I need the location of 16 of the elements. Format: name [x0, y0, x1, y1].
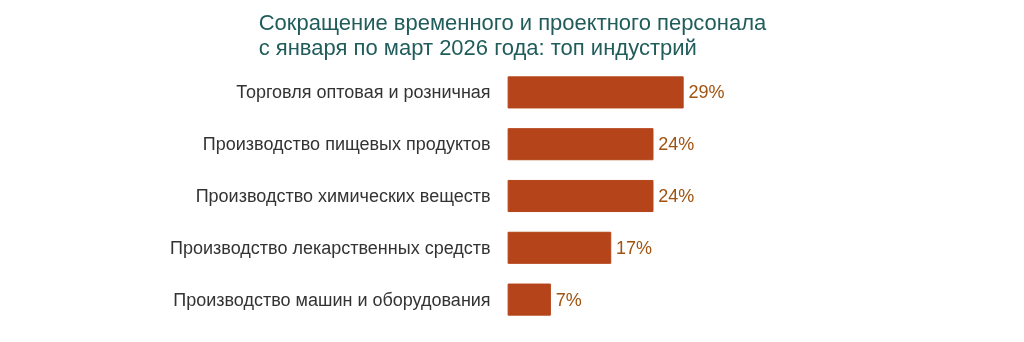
- data-label: 29%: [688, 82, 725, 103]
- bar: [507, 76, 684, 109]
- data-label: 17%: [615, 237, 653, 258]
- chart-title: Сокращение временного и проектного персонала с января по март 2026 года: топ индустрий: [258, 9, 768, 60]
- y-tick-label: Торговля оптовая и розничная: [236, 82, 491, 103]
- bar: [507, 179, 654, 213]
- y-tick-label: Производство лекарственных средств: [170, 237, 491, 258]
- data-label: 7%: [555, 289, 582, 310]
- y-tick-label: Производство химических веществ: [195, 186, 491, 206]
- bar: [507, 283, 551, 316]
- bar: [507, 231, 612, 264]
- data-label: 24%: [658, 134, 695, 155]
- bar: [507, 128, 654, 161]
- data-label: 24%: [658, 186, 695, 206]
- y-tick-label: Производство машин и оборудования: [173, 289, 491, 310]
- y-tick-label: Производство пищевых продуктов: [202, 134, 491, 155]
